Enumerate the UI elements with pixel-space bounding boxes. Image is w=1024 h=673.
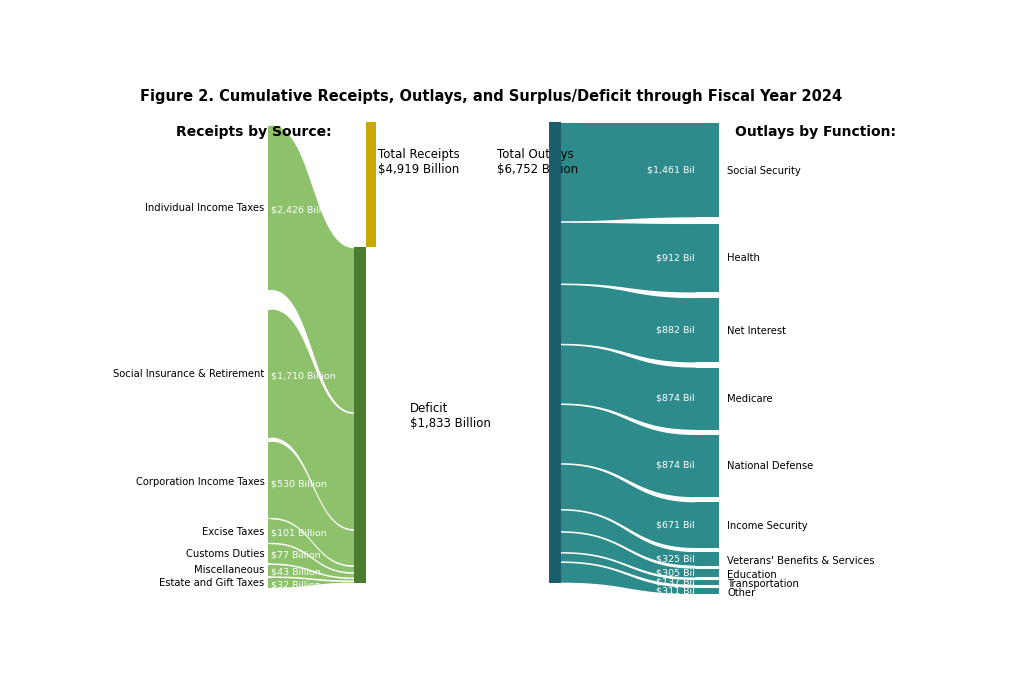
Bar [695, 435, 719, 497]
Text: Estate and Gift Taxes: Estate and Gift Taxes [160, 578, 264, 588]
Text: $311 Billion: $311 Billion [655, 587, 712, 596]
Bar [695, 580, 719, 585]
Text: Veterans' Benefits & Services: Veterans' Benefits & Services [727, 556, 874, 565]
Bar [268, 520, 270, 542]
Text: $671 Billion: $671 Billion [655, 520, 712, 530]
Text: Net Interest: Net Interest [727, 326, 786, 336]
Polygon shape [270, 441, 354, 565]
Text: National Defense: National Defense [727, 461, 813, 471]
Polygon shape [560, 405, 695, 497]
Polygon shape [270, 520, 354, 572]
Text: Health: Health [727, 253, 760, 263]
Text: Deficit
$1,833 Billion: Deficit $1,833 Billion [410, 402, 490, 430]
Text: Outlays by Function:: Outlays by Function: [735, 125, 896, 139]
Text: $137 Billion: $137 Billion [655, 578, 712, 587]
Text: Transportation: Transportation [727, 579, 799, 590]
Text: Customs Duties: Customs Duties [186, 549, 264, 559]
Text: $77 Billion: $77 Billion [270, 551, 321, 560]
Text: Individual Income Taxes: Individual Income Taxes [145, 203, 264, 213]
Text: Miscellaneous: Miscellaneous [195, 565, 264, 575]
Bar [549, 122, 560, 583]
Polygon shape [560, 563, 695, 594]
Text: Total Receipts
$4,919 Billion: Total Receipts $4,919 Billion [378, 148, 460, 176]
Text: $874 Billion: $874 Billion [655, 394, 712, 402]
Text: Figure 2. Cumulative Receipts, Outlays, and Surplus/Deficit through Fiscal Year : Figure 2. Cumulative Receipts, Outlays, … [140, 89, 842, 104]
Bar [268, 126, 270, 290]
Bar [695, 552, 719, 565]
Text: $1,710 Billion: $1,710 Billion [270, 371, 336, 381]
Text: Total Outlays
$6,752 Billion: Total Outlays $6,752 Billion [497, 148, 579, 176]
Text: $43 Billion: $43 Billion [270, 567, 321, 577]
Text: $530 Billion: $530 Billion [270, 479, 327, 489]
Polygon shape [560, 554, 695, 585]
Text: $32 Billion: $32 Billion [270, 581, 321, 590]
Polygon shape [270, 126, 354, 413]
Text: Income Security: Income Security [727, 522, 808, 532]
Text: $325 Billion: $325 Billion [655, 554, 712, 563]
Bar [268, 544, 270, 563]
Text: $874 Billion: $874 Billion [655, 461, 712, 470]
Polygon shape [270, 310, 354, 529]
Bar [367, 122, 377, 248]
Polygon shape [560, 223, 695, 293]
Text: $882 Billion: $882 Billion [655, 325, 712, 334]
Bar [695, 569, 719, 577]
Polygon shape [270, 565, 354, 580]
Polygon shape [560, 465, 695, 548]
Bar [695, 588, 719, 594]
Text: Social Insurance & Retirement: Social Insurance & Retirement [114, 369, 264, 378]
Bar [695, 224, 719, 293]
Text: Receipts by Source:: Receipts by Source: [176, 125, 331, 139]
Bar [695, 367, 719, 430]
Polygon shape [270, 578, 354, 588]
Text: Medicare: Medicare [727, 394, 773, 404]
Text: Education: Education [727, 570, 777, 580]
Polygon shape [560, 123, 695, 221]
Bar [695, 123, 719, 217]
Text: Social Security: Social Security [727, 166, 801, 176]
Bar [695, 298, 719, 362]
Text: $912 Billion: $912 Billion [655, 254, 712, 262]
Bar [268, 310, 270, 437]
Polygon shape [560, 285, 695, 362]
Text: Corporation Income Taxes: Corporation Income Taxes [135, 477, 264, 487]
Polygon shape [560, 345, 695, 430]
Text: Excise Taxes: Excise Taxes [202, 526, 264, 536]
Bar [268, 441, 270, 518]
Bar [354, 248, 367, 583]
Text: $1,461 Billion: $1,461 Billion [647, 166, 712, 174]
Text: $305 Billion: $305 Billion [655, 569, 712, 577]
Polygon shape [560, 511, 695, 565]
Bar [268, 565, 270, 577]
Polygon shape [270, 544, 354, 577]
Polygon shape [560, 533, 695, 577]
Bar [695, 502, 719, 548]
Text: $101 Billion: $101 Billion [270, 529, 327, 538]
Text: Other: Other [727, 588, 756, 598]
Text: $2,426 Billion: $2,426 Billion [270, 206, 336, 215]
Bar [268, 578, 270, 588]
